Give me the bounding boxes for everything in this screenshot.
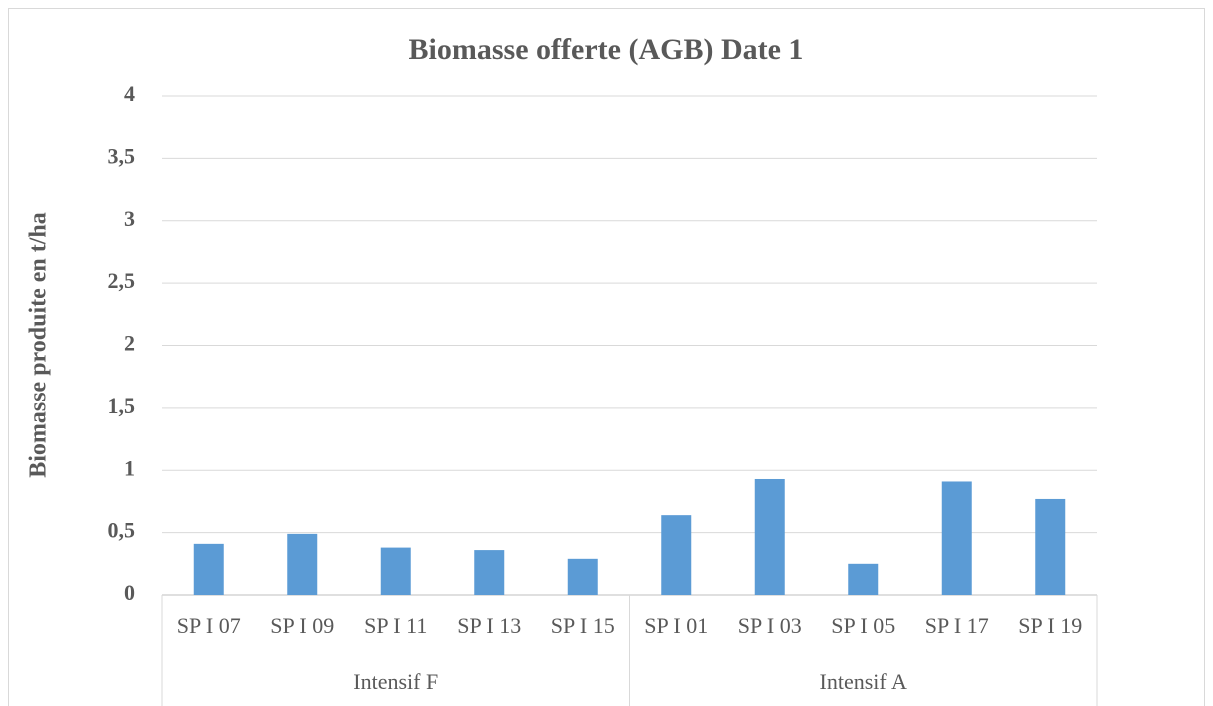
x-tick-label: SP I 17 — [925, 613, 989, 638]
y-tick-label: 0 — [124, 580, 135, 605]
bar — [474, 550, 505, 595]
bar — [941, 481, 972, 595]
y-tick-label: 2 — [124, 331, 135, 356]
bar — [567, 558, 598, 595]
bar — [193, 543, 224, 595]
x-tick-label: SP I 11 — [364, 613, 427, 638]
y-tick-label: 0,5 — [108, 518, 136, 543]
bar — [287, 533, 318, 595]
group-label: Intensif A — [820, 669, 907, 694]
bar — [1035, 498, 1066, 595]
group-label: Intensif F — [353, 669, 438, 694]
bar — [380, 547, 411, 595]
x-tick-label: SP I 03 — [738, 613, 802, 638]
chart-border — [8, 8, 1205, 706]
bar — [754, 478, 785, 595]
chart-title: Biomasse offerte (AGB) Date 1 — [409, 33, 804, 66]
x-tick-label: SP I 01 — [644, 613, 708, 638]
x-tick-label: SP I 19 — [1018, 613, 1082, 638]
x-tick-label: SP I 07 — [177, 613, 241, 638]
y-tick-label: 3,5 — [108, 143, 136, 168]
x-tick-label: SP I 05 — [831, 613, 895, 638]
bar — [848, 563, 879, 595]
y-tick-label: 2,5 — [108, 268, 136, 293]
y-tick-label: 3 — [124, 206, 135, 231]
bar — [661, 515, 692, 595]
x-tick-label: SP I 09 — [270, 613, 334, 638]
y-tick-label: 4 — [124, 81, 135, 106]
y-axis-label: Biomasse produite en t/ha — [26, 212, 52, 478]
x-tick-label: SP I 13 — [457, 613, 521, 638]
y-tick-label: 1,5 — [108, 393, 136, 418]
y-tick-label: 1 — [124, 455, 135, 480]
x-tick-label: SP I 15 — [551, 613, 615, 638]
